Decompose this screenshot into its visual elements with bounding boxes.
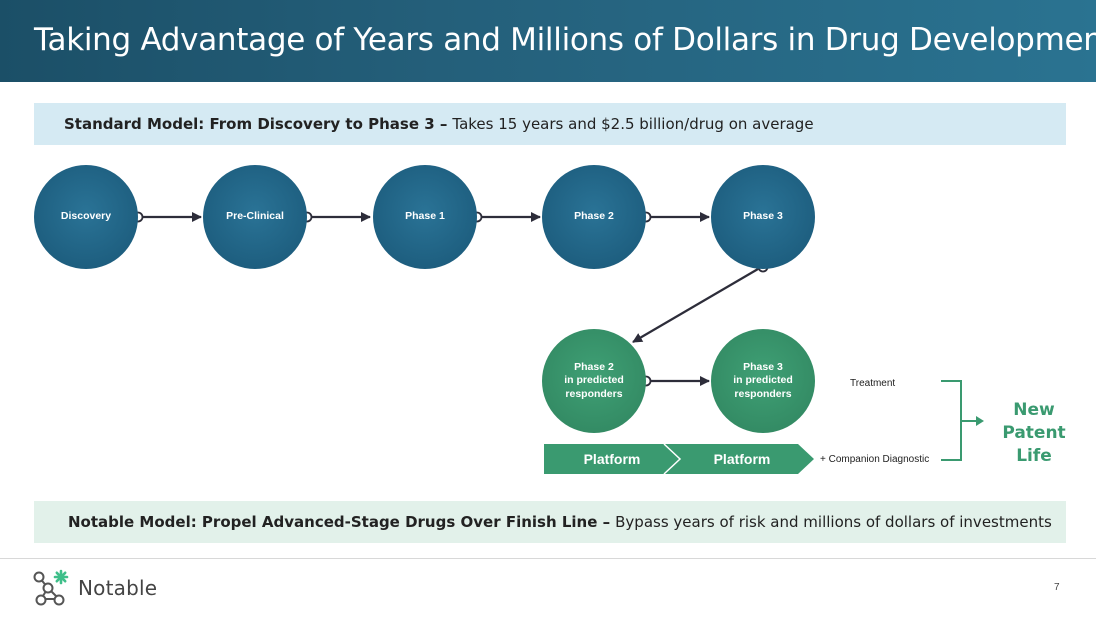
notable-model-heading: Notable Model: Propel Advanced-Stage Dru… <box>68 513 611 531</box>
node-phase-2: Phase 2 <box>542 165 646 269</box>
standard-model-banner: Standard Model: From Discovery to Phase … <box>34 103 1066 145</box>
platform-chevron-left <box>544 444 680 474</box>
page-number: 7 <box>1054 582 1060 593</box>
notable-model-banner: Notable Model: Propel Advanced-Stage Dru… <box>34 501 1066 543</box>
page-title: Taking Advantage of Years and Millions o… <box>34 22 1096 58</box>
standard-flow-arrows <box>143 212 759 386</box>
node-discovery: Discovery <box>34 165 138 269</box>
platform-label-left: Platform <box>583 451 641 467</box>
footer-divider <box>0 558 1096 559</box>
platform-chevron-right <box>664 444 814 474</box>
node-phase-1: Phase 1 <box>373 165 477 269</box>
bracket-arrow-head <box>976 416 984 426</box>
standard-model-text: Takes 15 years and $2.5 billion/drug on … <box>452 115 814 133</box>
node-phase-3: Phase 3 <box>711 165 815 269</box>
header-bar: Taking Advantage of Years and Millions o… <box>0 0 1096 82</box>
node-phase-3-responders: Phase 3 in predicted responders <box>711 329 815 433</box>
notable-logo-text: Notable <box>78 576 158 600</box>
new-patent-life-label: New Patent Life <box>1002 400 1066 466</box>
treatment-label: Treatment <box>850 378 896 389</box>
notable-model-text: Bypass years of risk and millions of dol… <box>615 513 1052 531</box>
notable-logo-icon <box>33 569 69 606</box>
arrow-phase3-to-notable <box>632 268 759 343</box>
node-pre-clinical: Pre-Clinical <box>203 165 307 269</box>
platform-label-right: Platform <box>713 451 771 467</box>
patent-bracket <box>941 380 976 461</box>
node-phase-2-responders: Phase 2 in predicted responders <box>542 329 646 433</box>
companion-diagnostic-label: + Companion Diagnostic <box>820 454 930 465</box>
standard-model-heading: Standard Model: From Discovery to Phase … <box>64 115 448 133</box>
